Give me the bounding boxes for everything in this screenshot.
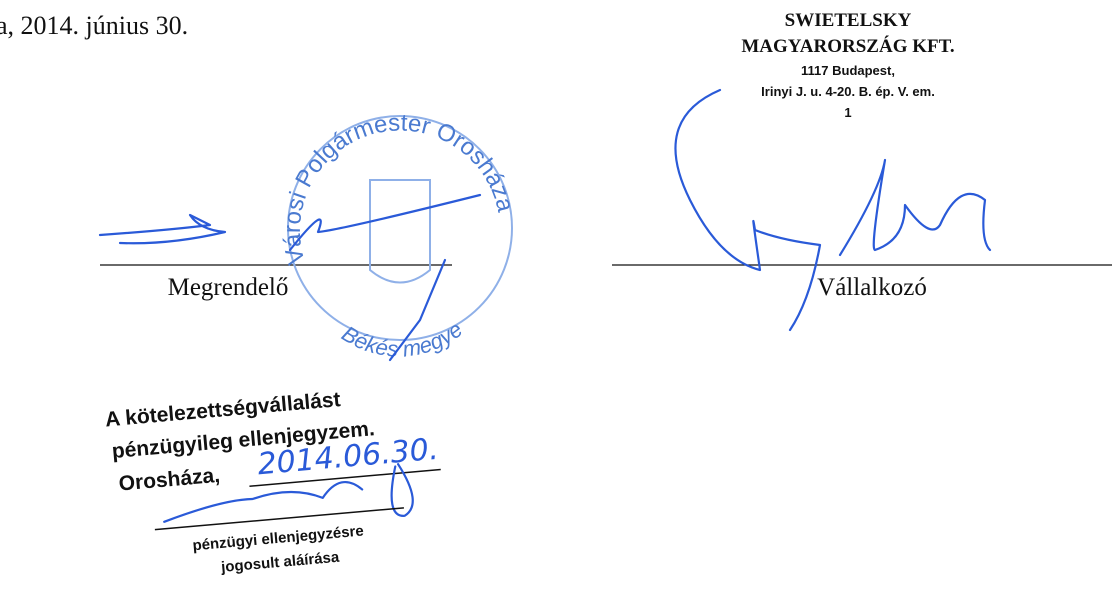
signature bbox=[388, 258, 447, 362]
stamp-address: 1117 Budapest, bbox=[801, 63, 895, 78]
signature bbox=[674, 88, 822, 332]
date-line bbox=[249, 468, 441, 487]
stamp-text: Békés megye bbox=[338, 317, 468, 362]
signature bbox=[163, 463, 414, 523]
stamp-name: MAGYARORSZÁG KFT. bbox=[741, 35, 954, 57]
signatures bbox=[98, 88, 992, 362]
stamp-name: SWIETELSKY bbox=[785, 10, 912, 31]
stamp-text: Békés megye bbox=[338, 317, 468, 362]
countersign-caption: pénzügyi ellenjegyzésre bbox=[192, 522, 365, 554]
signature-caption: Vállalkozó bbox=[817, 274, 927, 301]
stamp-text: Városi Polgármester Orosháza bbox=[279, 109, 519, 267]
signature bbox=[288, 193, 482, 252]
signature bbox=[838, 158, 992, 257]
stamp-address: Irinyi J. u. 4-20. B. ép. V. em. bbox=[761, 84, 935, 99]
signature-caption: Megrendelő bbox=[168, 274, 289, 301]
stamp-number: 1 bbox=[844, 105, 851, 120]
coat-of-arms bbox=[369, 179, 431, 284]
countersign-block: A kötelezettségvállalást pénzügyileg ell… bbox=[104, 388, 441, 576]
countersign-text: Orosháza, bbox=[118, 464, 221, 496]
company-stamp: SWIETELSKY MAGYARORSZÁG KFT. 1117 Budape… bbox=[741, 10, 954, 120]
date-line: a, 2014. június 30. bbox=[0, 11, 188, 40]
stamp-ring bbox=[287, 115, 513, 341]
countersign-caption: jogosult aláírása bbox=[220, 549, 341, 576]
stamp-text: Városi Polgármester Orosháza bbox=[279, 109, 519, 267]
round-stamp: Városi Polgármester Orosháza Békés megye bbox=[279, 109, 519, 361]
signature bbox=[98, 213, 227, 245]
signature-line bbox=[154, 507, 404, 531]
